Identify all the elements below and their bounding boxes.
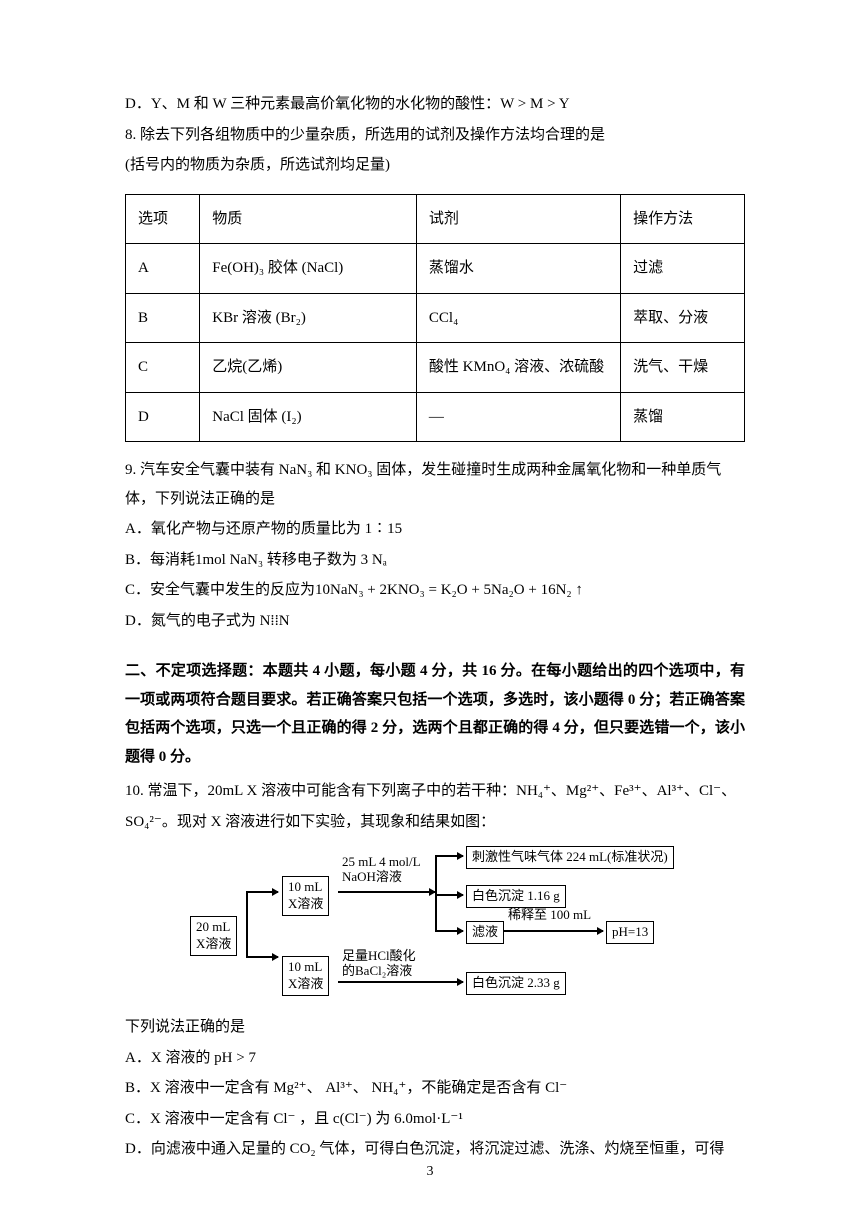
box-20ml: 20 mLX溶液	[190, 916, 237, 956]
box-white-2: 白色沉淀 2.33 g	[466, 972, 566, 995]
section-2-instructions: 二、不定项选择题：本题共 4 小题，每小题 4 分，共 16 分。在每小题给出的…	[125, 657, 745, 771]
cell: D	[126, 392, 200, 442]
cell: 蒸馏	[621, 392, 745, 442]
box-gas: 刺激性气味气体 224 mL(标准状况)	[466, 846, 674, 869]
cell: C	[126, 343, 200, 393]
cell: A	[126, 244, 200, 294]
box-filtrate: 滤液	[466, 921, 504, 944]
q10-option-b: B．X 溶液中一定含有 Mg²⁺、 Al³⁺、 NH₄⁺，不能确定是否含有 Cl…	[125, 1074, 745, 1103]
cell: KBr 溶液 (Br₂)	[200, 293, 417, 343]
label-dilute: 稀释至 100 mL	[508, 907, 591, 923]
q7-option-d: D．Y、M 和 W 三种元素最高价氧化物的水化物的酸性：W > M > Y	[125, 90, 745, 119]
arrow	[246, 956, 278, 958]
q9-option-c: C．安全气囊中发生的反应为10NaN₃ + 2KNO₃ = K₂O + 5Na₂…	[125, 576, 745, 605]
q8-table: 选项 物质 试剂 操作方法 A Fe(OH)₃ 胶体 (NaCl) 蒸馏水 过滤…	[125, 194, 745, 443]
label-naoh-1: 25 mL 4 mol/L	[342, 854, 421, 870]
page-number: 3	[0, 1159, 860, 1186]
q10-option-a: A．X 溶液的 pH > 7	[125, 1044, 745, 1073]
arrow-hcl	[338, 981, 463, 983]
table-row: A Fe(OH)₃ 胶体 (NaCl) 蒸馏水 过滤	[126, 244, 745, 294]
q9-option-a: A．氧化产物与还原产物的质量比为 1∶15	[125, 515, 745, 544]
th-method: 操作方法	[621, 194, 745, 244]
th-reagent: 试剂	[416, 194, 620, 244]
box-white-1: 白色沉淀 1.16 g	[466, 885, 566, 908]
cell: 洗气、干燥	[621, 343, 745, 393]
th-substance: 物质	[200, 194, 417, 244]
cell: 蒸馏水	[416, 244, 620, 294]
arrow	[503, 930, 603, 932]
cell: NaCl 固体 (I₂)	[200, 392, 417, 442]
cell: B	[126, 293, 200, 343]
q10-option-c: C．X 溶液中一定含有 Cl⁻ ，且 c(Cl⁻) 为 6.0mol·L⁻¹	[125, 1105, 745, 1134]
th-option: 选项	[126, 194, 200, 244]
box-ph: pH=13	[606, 921, 654, 944]
q10-stem-2: SO₄²⁻。现对 X 溶液进行如下实验，其现象和结果如图：	[125, 808, 745, 837]
cell: Fe(OH)₃ 胶体 (NaCl)	[200, 244, 417, 294]
table-row: C 乙烷(乙烯) 酸性 KMnO₄ 溶液、浓硫酸 洗气、干燥	[126, 343, 745, 393]
cell: CCl₄	[416, 293, 620, 343]
q9-stem: 9. 汽车安全气囊中装有 NaN₃ 和 KNO₃ 固体，发生碰撞时生成两种金属氧…	[125, 456, 745, 513]
q9-option-b: B．每消耗1mol NaN₃ 转移电子数为 3 Nₐ	[125, 546, 745, 575]
arrow	[435, 894, 463, 896]
q8-stem-2: (括号内的物质为杂质，所选试剂均足量)	[125, 151, 745, 180]
arrow	[435, 930, 463, 932]
cell: 过滤	[621, 244, 745, 294]
q10-tail: 下列说法正确的是	[125, 1013, 745, 1042]
cell: 萃取、分液	[621, 293, 745, 343]
table-row: D NaCl 固体 (I₂) — 蒸馏	[126, 392, 745, 442]
q8-stem-1: 8. 除去下列各组物质中的少量杂质，所选用的试剂及操作方法均合理的是	[125, 121, 745, 150]
vline	[246, 891, 248, 956]
q9-option-d: D．氮气的电子式为 N⁞⁞N	[125, 607, 745, 636]
cell: 乙烷(乙烯)	[200, 343, 417, 393]
box-10ml-a: 10 mLX溶液	[282, 876, 329, 916]
box-10ml-b: 10 mLX溶液	[282, 956, 329, 996]
cell: —	[416, 392, 620, 442]
table-header-row: 选项 物质 试剂 操作方法	[126, 194, 745, 244]
label-naoh-2: NaOH溶液	[342, 869, 402, 885]
arrow	[246, 891, 278, 893]
q10-stem-1: 10. 常温下，20mL X 溶液中可能含有下列离子中的若干种：NH₄⁺、Mg²…	[125, 777, 745, 806]
q10-flowchart: 20 mLX溶液 10 mLX溶液 10 mLX溶液 25 mL 4 mol/L…	[190, 848, 680, 1003]
cell: 酸性 KMnO₄ 溶液、浓硫酸	[416, 343, 620, 393]
arrow	[435, 855, 463, 857]
arrow-naoh	[338, 891, 435, 893]
label-hcl-2: 的BaCl₂溶液	[342, 963, 412, 979]
table-row: B KBr 溶液 (Br₂) CCl₄ 萃取、分液	[126, 293, 745, 343]
label-hcl-1: 足量HCl酸化	[342, 948, 416, 964]
